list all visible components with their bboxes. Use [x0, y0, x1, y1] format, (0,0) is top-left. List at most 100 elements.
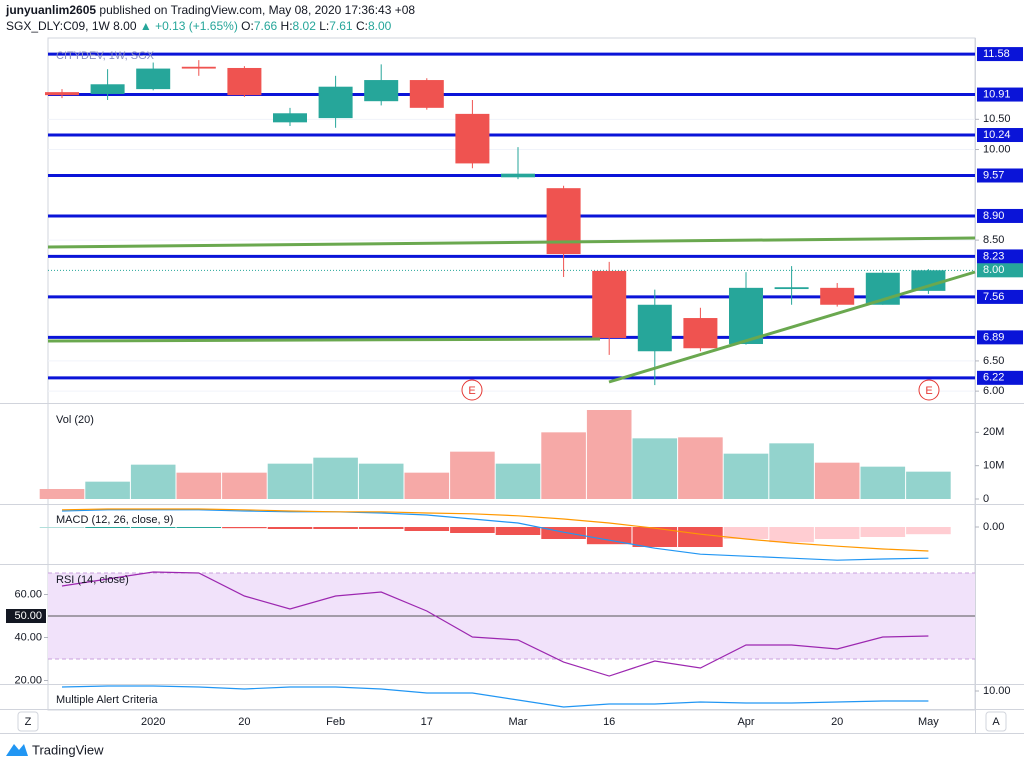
- candle-body: [729, 287, 763, 345]
- histogram-bar: [39, 527, 85, 528]
- candle-body: [546, 188, 581, 255]
- level-label: 11.58: [983, 48, 1010, 60]
- x-tick-label: 2020: [141, 716, 165, 728]
- button-label: Z: [25, 716, 32, 728]
- candle-body: [774, 287, 809, 290]
- candle-body: [181, 66, 216, 69]
- candle-body: [90, 84, 125, 94]
- level-badge: [977, 128, 1023, 143]
- pane-title: MACD (12, 26, close, 9): [56, 514, 173, 526]
- candle-body: [409, 80, 444, 108]
- volume-bar: [860, 466, 906, 499]
- histogram-bar: [313, 527, 358, 529]
- earnings-marker[interactable]: [461, 379, 483, 401]
- pane-title: Multiple Alert Criteria: [56, 694, 158, 706]
- indicator-line: [61, 571, 929, 677]
- candle-body: [683, 318, 718, 349]
- volume-bar: [85, 481, 130, 499]
- candle-body: [273, 113, 307, 123]
- candle-body: [911, 270, 946, 291]
- x-tick-label: Mar: [509, 716, 528, 728]
- level-label: 6.89: [983, 331, 1004, 343]
- volume-bar: [541, 432, 586, 499]
- x-tick-label: 20: [831, 716, 843, 728]
- volume-bar: [814, 462, 860, 499]
- histogram-bar: [130, 527, 176, 528]
- button[interactable]: [17, 711, 39, 732]
- y-tick-label: 0.00: [983, 521, 1004, 533]
- volume-bar: [176, 472, 222, 499]
- level-badge: [977, 249, 1023, 264]
- histogram-bar: [358, 527, 404, 529]
- level-label: 6.22: [983, 372, 1004, 384]
- histogram-bar: [723, 527, 769, 539]
- level-label: 8.23: [983, 250, 1004, 262]
- header: junyuanlim2605 published on TradingView.…: [6, 2, 415, 34]
- histogram-bar: [586, 527, 632, 545]
- macd-line: [61, 508, 929, 552]
- y-tick-label: 20.00: [14, 674, 42, 686]
- y-tick-label: 10.00: [983, 685, 1011, 697]
- volume-bar: [358, 463, 404, 499]
- level-label: 8.90: [983, 210, 1004, 222]
- macd-line: [61, 509, 929, 561]
- y-tick-label: 6.00: [983, 385, 1004, 397]
- candle-body: [455, 113, 490, 164]
- last-price-badge: [977, 263, 1023, 278]
- histogram-bar: [632, 527, 678, 547]
- volume-bar: [313, 457, 358, 499]
- published: published on TradingView.com, May 08, 20…: [99, 3, 416, 17]
- volume-bar: [769, 443, 814, 499]
- frame: [0, 37, 1024, 734]
- volume-bar: [39, 489, 85, 499]
- y-tick-label: 10M: [983, 460, 1004, 472]
- histogram-bar: [814, 527, 860, 539]
- level-badge: [977, 47, 1023, 62]
- ohlc-key: C:: [355, 19, 368, 33]
- histogram-bar: [860, 527, 906, 537]
- brand: TradingView: [32, 742, 104, 757]
- level-label: 10.91: [983, 88, 1011, 100]
- x-tick-label: 17: [421, 716, 433, 728]
- histogram-bar: [176, 527, 222, 528]
- earnings-label: E: [468, 385, 475, 397]
- histogram-bar: [85, 527, 130, 528]
- pane-title: RSI (14, close): [56, 574, 129, 586]
- drawings: E E: [47, 236, 976, 401]
- y-tick-label: 0: [983, 493, 989, 505]
- ohlc-value: 8.02: [292, 19, 316, 33]
- pane-title: CITYDEV, 1W, SGX: [56, 50, 155, 62]
- candle-body: [637, 304, 672, 352]
- level-label: 9.57: [983, 169, 1004, 181]
- midline-label: 50.00: [14, 610, 42, 622]
- candle-body: [364, 80, 399, 102]
- button-label: A: [992, 716, 1000, 728]
- midline-badge: [6, 609, 46, 624]
- volume-bar: [495, 463, 541, 499]
- histogram-bar: [222, 527, 267, 529]
- y-tick-label: 10.50: [983, 113, 1011, 125]
- price: 8.00: [113, 19, 137, 33]
- volume-bar: [632, 438, 678, 499]
- trendline: [47, 236, 976, 249]
- last-price-label: 8.00: [983, 264, 1004, 276]
- x-tick-label: May: [918, 716, 939, 728]
- candle-body: [227, 67, 262, 96]
- user: junyuanlim2605: [6, 3, 97, 17]
- button[interactable]: [985, 711, 1007, 732]
- y-tick-label: 6.50: [983, 355, 1004, 367]
- earnings-marker[interactable]: [918, 379, 940, 401]
- ohlc-value: 8.00: [367, 19, 392, 33]
- volume-bar: [906, 471, 951, 499]
- y-tick-label: 20M: [983, 426, 1004, 438]
- y-tick-label: 60.00: [14, 588, 42, 600]
- x-tick-label: Apr: [737, 716, 754, 728]
- volume-bar: [723, 453, 769, 499]
- volume-bar: [450, 451, 495, 499]
- histogram-bar: [678, 527, 723, 547]
- candle-body: [820, 287, 855, 305]
- volume-bar: [222, 472, 267, 499]
- histogram-bar: [906, 527, 951, 535]
- level-badge: [977, 289, 1023, 304]
